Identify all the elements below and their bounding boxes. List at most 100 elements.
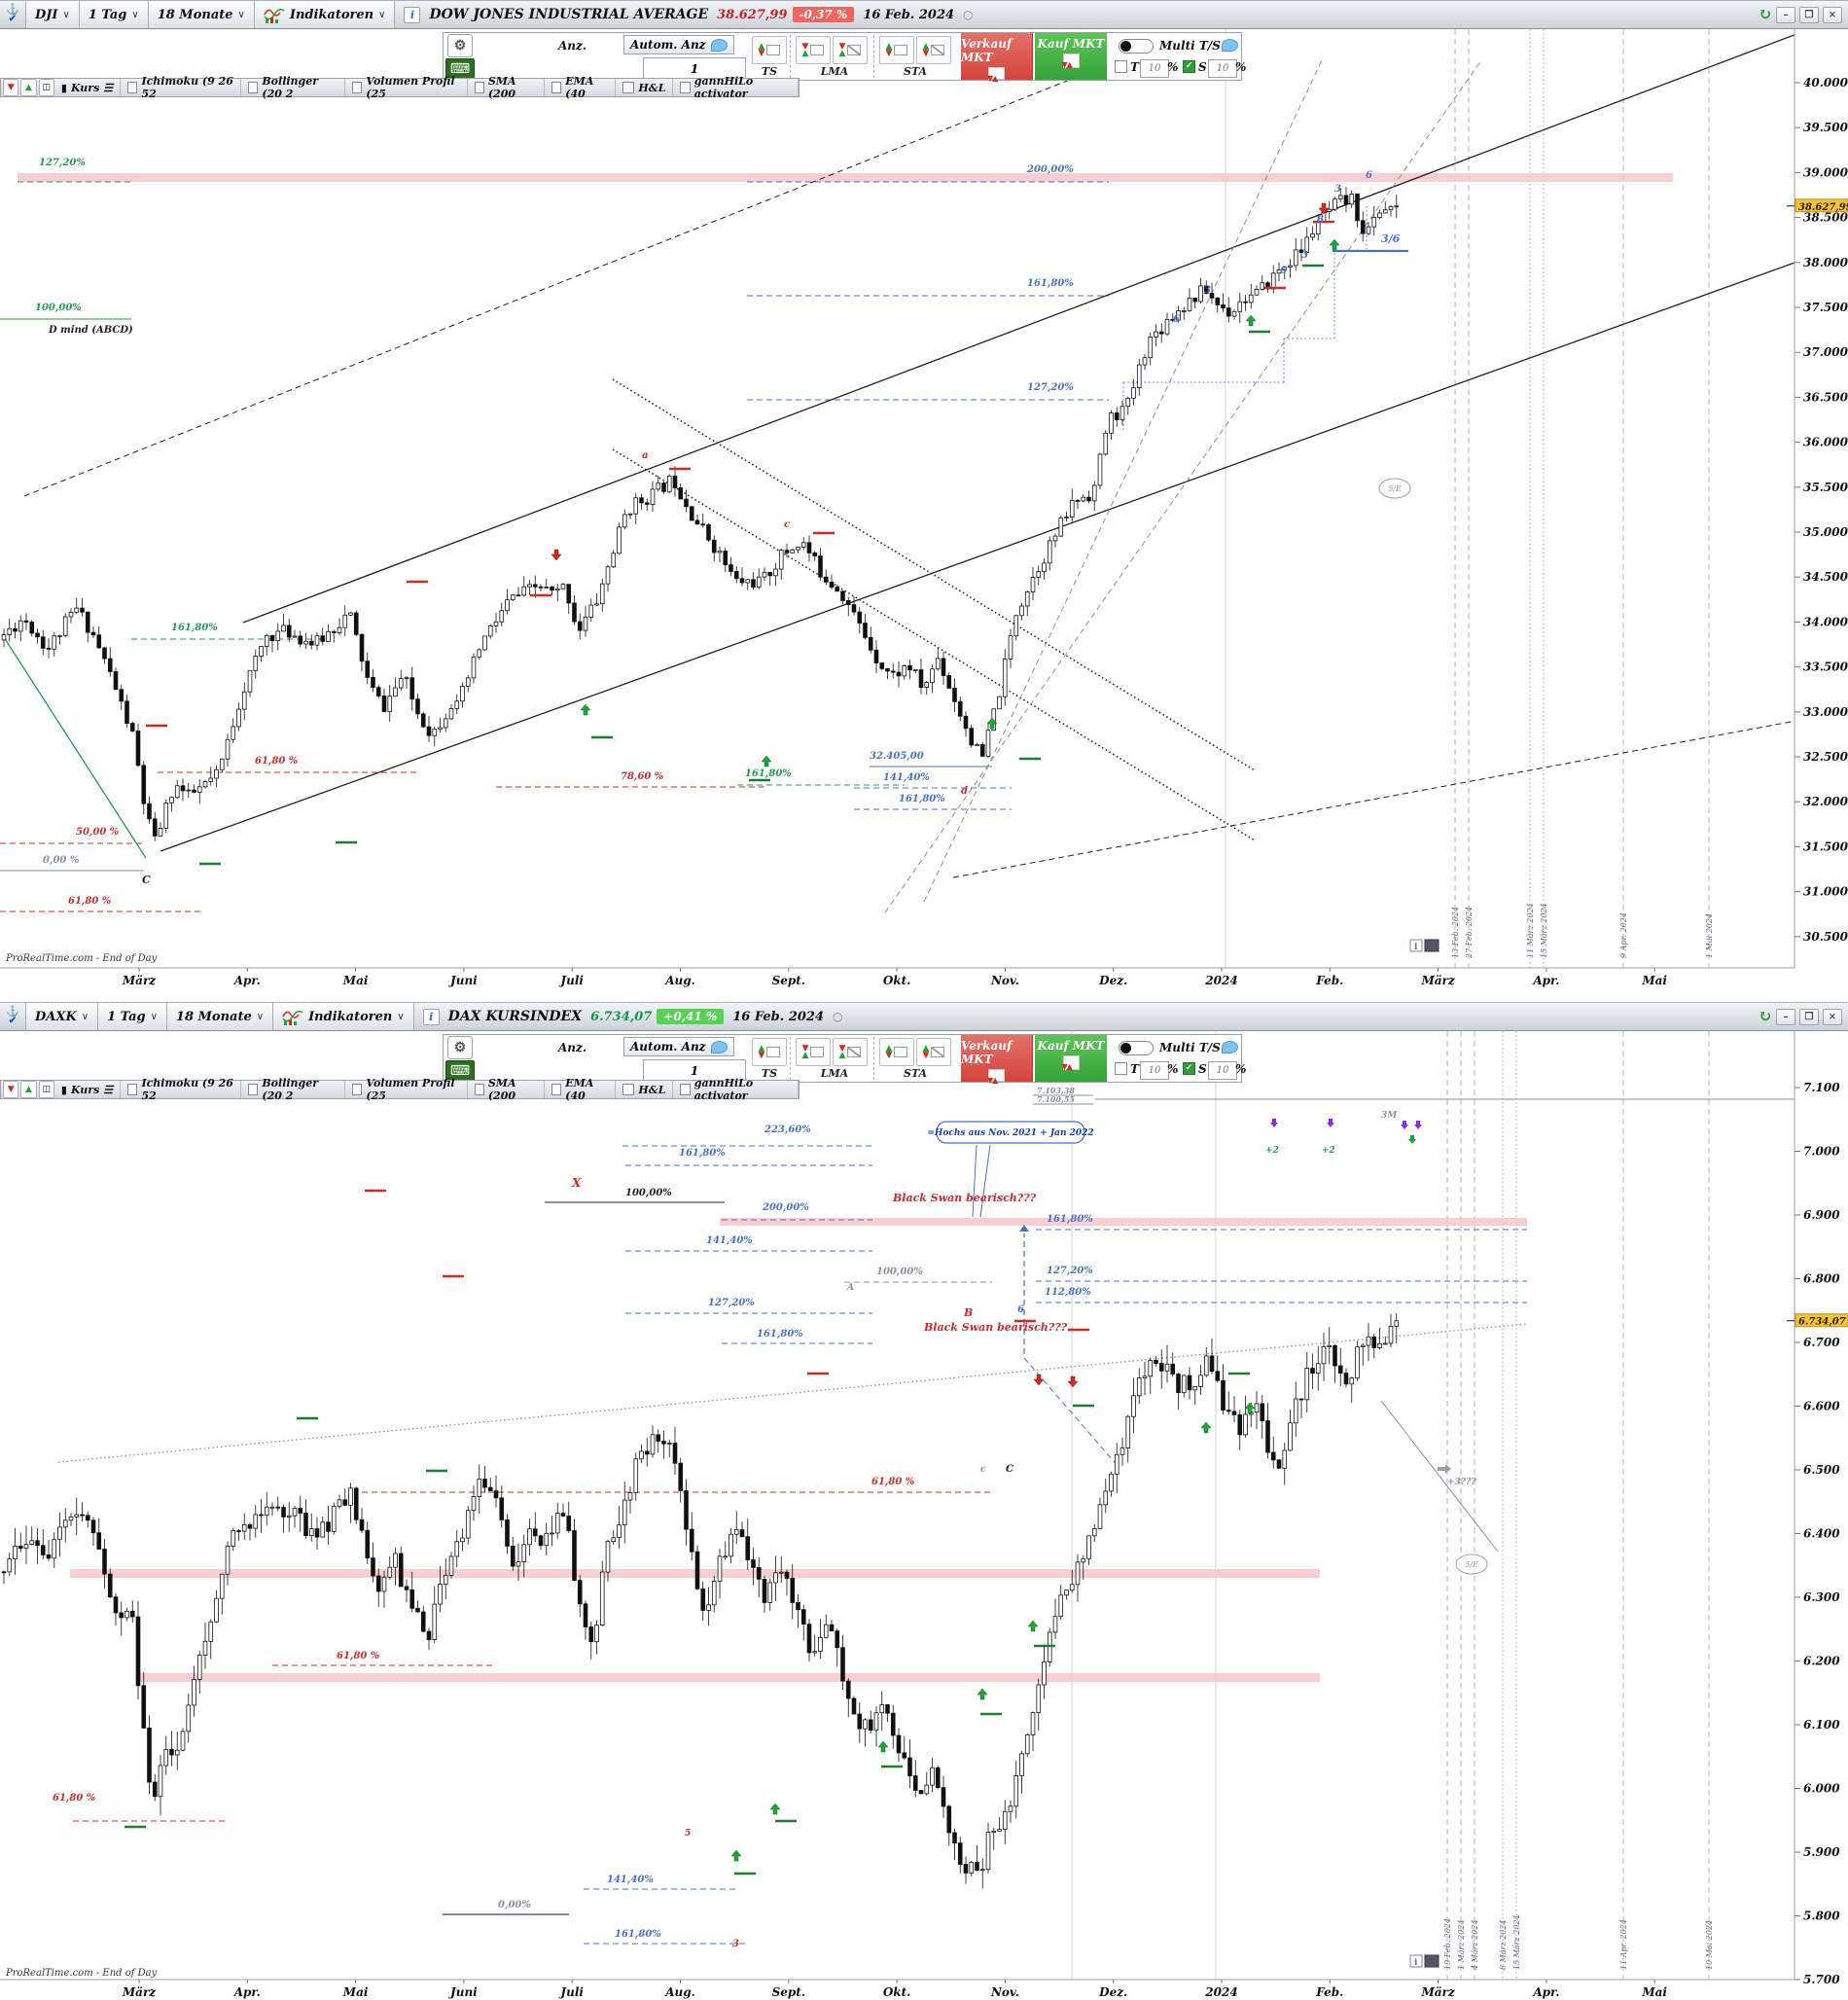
indicator-sma[interactable]: SMA (200: [468, 75, 546, 100]
sell-arrow-icon: [1318, 202, 1330, 215]
lma-sell-button[interactable]: ▼ ▲: [796, 1038, 831, 1066]
multi-ts-label: Multi T/S: [1159, 39, 1221, 53]
stop-percent-input[interactable]: [1208, 1061, 1237, 1080]
indicator-hl[interactable]: H&L: [616, 79, 674, 96]
indicator-ichimoku[interactable]: Ichimoku (9 26 52: [121, 1077, 242, 1102]
indicator-ema[interactable]: EMA (40: [545, 1077, 617, 1102]
windows-icon[interactable]: ◫: [38, 79, 54, 96]
buy-arrow-icon: [986, 717, 998, 730]
timeframe-select[interactable]: 1 Tag ∨: [98, 1003, 167, 1030]
restore-button[interactable]: ❐: [1799, 6, 1819, 23]
target-checkbox[interactable]: [1115, 1062, 1127, 1075]
instrument-title: DAX KURSINDEX: [447, 1009, 583, 1024]
platform-footer: ProRealTime.com - End of Day: [5, 1968, 158, 1979]
minimize-button[interactable]: –: [1776, 1008, 1795, 1025]
symbol-select[interactable]: DJI ∨: [26, 1, 80, 28]
price-series-item[interactable]: ▮ Kurs ☰: [54, 1081, 122, 1098]
indicator-gannhilo[interactable]: gannHiLo activator: [673, 75, 800, 100]
indicator-gannhilo[interactable]: gannHiLo activator: [673, 1077, 800, 1102]
dax-chart-canvas[interactable]: 223,60% 161,80% 200,00% 141,40% 127,20% 161,8…: [0, 1031, 1848, 2000]
indicator-ema[interactable]: EMA (40: [545, 75, 617, 100]
pin-column[interactable]: ⚓ ✔: [0, 1, 26, 28]
ts-order-button[interactable]: ▲ ▼: [752, 1038, 787, 1066]
pin-column[interactable]: ⚓ ✔: [0, 1003, 26, 1030]
minimize-button[interactable]: –: [1776, 6, 1795, 23]
wrench-icon[interactable]: ⚙: [447, 1036, 473, 1059]
sta-sell-button[interactable]: ▲ ▼: [879, 36, 914, 64]
sta-sell-button[interactable]: ▲ ▼: [879, 1038, 914, 1066]
percent-sign: %: [1167, 1062, 1179, 1076]
indicator-hl[interactable]: H&L: [616, 1081, 674, 1098]
indicators-menu[interactable]: Indikatoren ∨: [273, 1003, 414, 1030]
close-button[interactable]: ×: [1823, 6, 1842, 23]
indicator-sma[interactable]: SMA (200: [468, 1077, 546, 1102]
target-percent-input[interactable]: [1140, 59, 1169, 78]
buy-marker-icon[interactable]: ▲: [20, 79, 37, 96]
auto-quantity-button[interactable]: Autom. Anz: [623, 35, 735, 54]
multi-ts-toggle[interactable]: [1119, 1041, 1154, 1055]
list-icon[interactable]: ☰: [103, 1083, 114, 1096]
info-icon[interactable]: i: [404, 6, 421, 23]
indicator-ichimoku[interactable]: Ichimoku (9 26 52: [121, 75, 242, 100]
svg-text:3: 3: [1334, 184, 1341, 195]
svg-text:Mai: Mai: [1641, 974, 1667, 987]
indicators-menu[interactable]: Indikatoren ∨: [254, 1, 396, 28]
svg-text:33.500: 33.500: [1803, 661, 1848, 674]
close-button[interactable]: ×: [1823, 1008, 1842, 1025]
sta-group-label: STA: [903, 1067, 928, 1080]
timeframe-select[interactable]: 1 Tag ∨: [79, 1, 149, 28]
quantity-input[interactable]: [643, 1059, 746, 1083]
quantity-input[interactable]: [643, 57, 746, 81]
sell-marker-icon[interactable]: ▼: [3, 79, 19, 96]
lma-sell-button[interactable]: ▼ ▲: [796, 36, 831, 64]
svg-text:161,80%: 161,80%: [171, 623, 218, 633]
symbol-select[interactable]: DAXK ∨: [26, 1003, 99, 1030]
info-icon[interactable]: i: [422, 1008, 440, 1025]
buy-market-button[interactable]: Kauf MKT: [1035, 33, 1107, 80]
indicator-volume-profile[interactable]: Volumen Profil (25: [345, 75, 468, 100]
sell-market-button[interactable]: Verkauf MKT: [961, 33, 1033, 83]
range-select[interactable]: 18 Monate ∨: [166, 1003, 274, 1030]
indicator-bollinger[interactable]: Bollinger (20 2: [241, 1077, 346, 1102]
sta-buy-button[interactable]: ▲ ▼: [916, 1038, 951, 1066]
keyboard-icon[interactable]: ⌨: [445, 1060, 475, 1081]
svg-text:161,80%: 161,80%: [679, 1148, 726, 1159]
dji-chart-canvas[interactable]: 127,20% 100,00% D mind (ABCD) 161,80% 61,80 …: [0, 29, 1848, 1000]
stop-checkbox[interactable]: ✓: [1183, 60, 1195, 73]
multi-ts-label: Multi T/S: [1159, 1041, 1221, 1054]
indicator-bollinger[interactable]: Bollinger (20 2: [241, 75, 346, 100]
dji-order-panel: ⚙ ⌨ Anz. Autom. Anz ▲▼ ▼▲ ▼▲ ▲▼ ▲▼ TS LM…: [443, 32, 1246, 83]
wrench-icon[interactable]: ⚙: [447, 34, 473, 57]
chevron-down-icon: ∨: [397, 1011, 405, 1022]
svg-text:März: März: [122, 1985, 157, 1999]
svg-text:3/6: 3/6: [1381, 232, 1401, 245]
ts-order-button[interactable]: ▲ ▼: [752, 36, 787, 64]
target-checkbox[interactable]: [1115, 60, 1127, 73]
buy-market-button[interactable]: Kauf MKT: [1035, 1035, 1107, 1082]
cycle-date-label: 9 Apr. 2024: [1619, 912, 1628, 958]
stop-percent-input[interactable]: [1208, 59, 1237, 78]
auto-quantity-button[interactable]: Autom. Anz: [623, 1037, 735, 1056]
svg-text:39.000: 39.000: [1803, 165, 1848, 179]
sta-buy-button[interactable]: ▲ ▼: [916, 36, 951, 64]
windows-icon[interactable]: ◫: [38, 1081, 54, 1098]
list-icon[interactable]: ☰: [103, 81, 114, 94]
refresh-icon[interactable]: ↻: [1758, 5, 1772, 24]
lma-buy-button[interactable]: ▼ ▲: [833, 36, 868, 64]
sell-market-button[interactable]: Verkauf MKT: [961, 1035, 1033, 1085]
indicator-volume-profile[interactable]: Volumen Profil (25: [345, 1077, 468, 1102]
target-percent-input[interactable]: [1140, 1061, 1169, 1080]
svg-text:200,00%: 200,00%: [1026, 164, 1074, 175]
refresh-icon[interactable]: ↻: [1758, 1007, 1772, 1026]
resistance-band: [18, 173, 1673, 182]
stop-checkbox[interactable]: ✓: [1183, 1062, 1195, 1075]
multi-ts-toggle[interactable]: [1119, 39, 1154, 54]
restore-button[interactable]: ❐: [1799, 1008, 1819, 1025]
range-select[interactable]: 18 Monate ∨: [148, 1, 255, 28]
svg-text:6.600: 6.600: [1803, 1400, 1840, 1413]
sell-marker-icon[interactable]: ▼: [3, 1081, 19, 1098]
price-series-item[interactable]: ▮ Kurs ☰: [54, 79, 122, 96]
lma-buy-button[interactable]: ▼ ▲: [833, 1038, 868, 1066]
svg-text:Okt.: Okt.: [883, 974, 911, 987]
buy-marker-icon[interactable]: ▲: [20, 1081, 37, 1098]
